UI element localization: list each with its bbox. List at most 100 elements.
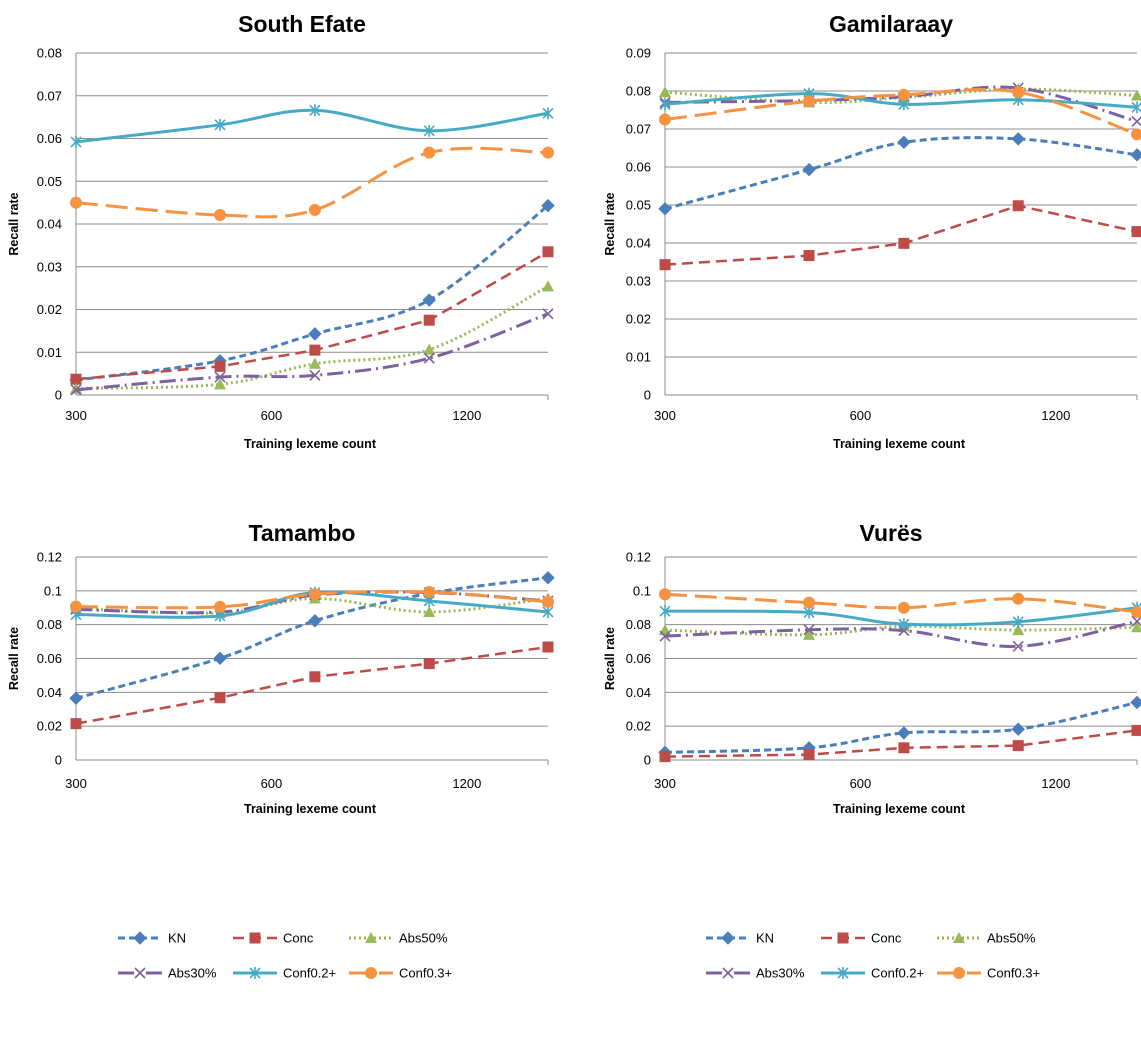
legend-item: Abs50%	[349, 931, 448, 946]
legend-item: KN	[706, 931, 774, 946]
chart-panel: Vurës 0 0.02 0.04 0.06 0.08 0.1 0.12 300 600 1200 T…	[603, 520, 1141, 816]
y-tick-label: 0.04	[626, 685, 651, 700]
data-point	[542, 595, 554, 608]
legend-item: Conf0.3+	[937, 966, 1040, 981]
data-point	[214, 600, 227, 613]
y-tick-label: 0.02	[626, 719, 651, 734]
data-point	[309, 671, 321, 683]
data-point	[214, 371, 226, 383]
series-Conf0.3+	[659, 86, 1141, 141]
data-point	[308, 327, 322, 341]
data-point	[898, 742, 910, 754]
y-tick-label: 0.1	[633, 583, 651, 598]
data-point	[1131, 115, 1141, 127]
x-tick-label: 1200	[452, 776, 481, 791]
data-point	[803, 624, 815, 636]
legend-item: Abs30%	[706, 966, 805, 981]
data-point	[309, 344, 321, 356]
data-point	[308, 357, 321, 369]
legend-item: Abs30%	[118, 966, 217, 981]
data-point	[70, 718, 82, 730]
y-tick-label: 0	[644, 388, 651, 403]
legend-marker	[365, 932, 377, 943]
y-axis-label: Recall rate	[7, 627, 21, 690]
data-point	[1130, 148, 1141, 162]
series-Conc	[659, 200, 1141, 271]
data-point	[1131, 226, 1141, 238]
data-point	[1011, 722, 1025, 736]
y-tick-label: 0.04	[37, 685, 62, 700]
data-point	[1011, 132, 1025, 146]
y-tick-label: 0.03	[37, 259, 62, 274]
y-tick-label: 0	[55, 753, 62, 768]
data-point	[423, 343, 436, 355]
data-point	[423, 146, 436, 159]
data-point	[423, 605, 436, 617]
x-axis-label: Training lexeme count	[833, 437, 966, 451]
y-tick-label: 0	[55, 388, 62, 403]
data-point	[1012, 592, 1025, 605]
y-axis-label: Recall rate	[603, 192, 617, 255]
legend-label: KN	[756, 931, 774, 946]
data-point	[308, 614, 322, 628]
data-point	[898, 237, 910, 249]
y-tick-label: 0.06	[626, 651, 651, 666]
y-tick-label: 0.03	[626, 274, 651, 289]
data-point	[1012, 86, 1025, 99]
y-tick-label: 0.04	[37, 217, 62, 232]
data-point	[659, 588, 671, 601]
data-point	[1012, 640, 1024, 652]
data-point	[897, 135, 911, 150]
legend-marker	[953, 967, 965, 979]
data-point	[69, 691, 83, 705]
data-point	[70, 600, 82, 613]
data-point	[803, 95, 816, 108]
series-line	[664, 701, 1138, 754]
legend-label: Conf0.3+	[987, 966, 1040, 981]
data-point	[214, 118, 226, 131]
legend-marker	[249, 967, 261, 979]
series-KN	[658, 132, 1141, 216]
legend-label: Abs50%	[987, 931, 1036, 946]
legend-item: Conc	[821, 931, 902, 946]
data-point	[658, 202, 672, 216]
x-axis-label: Training lexeme count	[833, 802, 966, 816]
y-axis-label: Recall rate	[7, 192, 21, 255]
series-Abs30%	[70, 308, 554, 396]
data-point	[423, 586, 436, 599]
series-Conc	[659, 724, 1141, 763]
x-tick-label: 600	[850, 776, 872, 791]
series-line	[664, 592, 1138, 614]
y-tick-label: 0.1	[44, 583, 62, 598]
data-point	[1012, 615, 1024, 628]
y-tick-label: 0.05	[626, 198, 651, 213]
data-point	[70, 196, 82, 209]
x-tick-label: 300	[65, 408, 87, 423]
x-tick-label: 600	[261, 408, 283, 423]
data-point	[423, 658, 435, 670]
series-Conf0.3+	[659, 588, 1141, 618]
legend-label: Conc	[283, 931, 314, 946]
x-tick-label: 300	[65, 776, 87, 791]
data-point	[1131, 621, 1141, 633]
x-axis-label: Training lexeme count	[244, 802, 377, 816]
y-tick-label: 0.06	[37, 651, 62, 666]
data-point	[659, 113, 671, 126]
y-tick-label: 0.05	[37, 174, 62, 189]
data-point	[659, 98, 671, 111]
data-point	[898, 618, 910, 631]
data-point	[897, 726, 911, 740]
x-tick-label: 600	[261, 776, 283, 791]
legend-item: KN	[118, 931, 186, 946]
y-tick-label: 0.06	[626, 160, 651, 175]
y-tick-label: 0.07	[37, 88, 62, 103]
legend-marker	[134, 967, 146, 979]
series-Conc	[70, 641, 554, 730]
data-point	[1012, 740, 1024, 752]
y-tick-label: 0.08	[37, 46, 62, 61]
data-point	[1131, 89, 1141, 101]
legend-marker	[837, 967, 849, 979]
data-point	[541, 571, 555, 585]
data-point	[1130, 695, 1141, 710]
legend-marker	[721, 931, 735, 945]
